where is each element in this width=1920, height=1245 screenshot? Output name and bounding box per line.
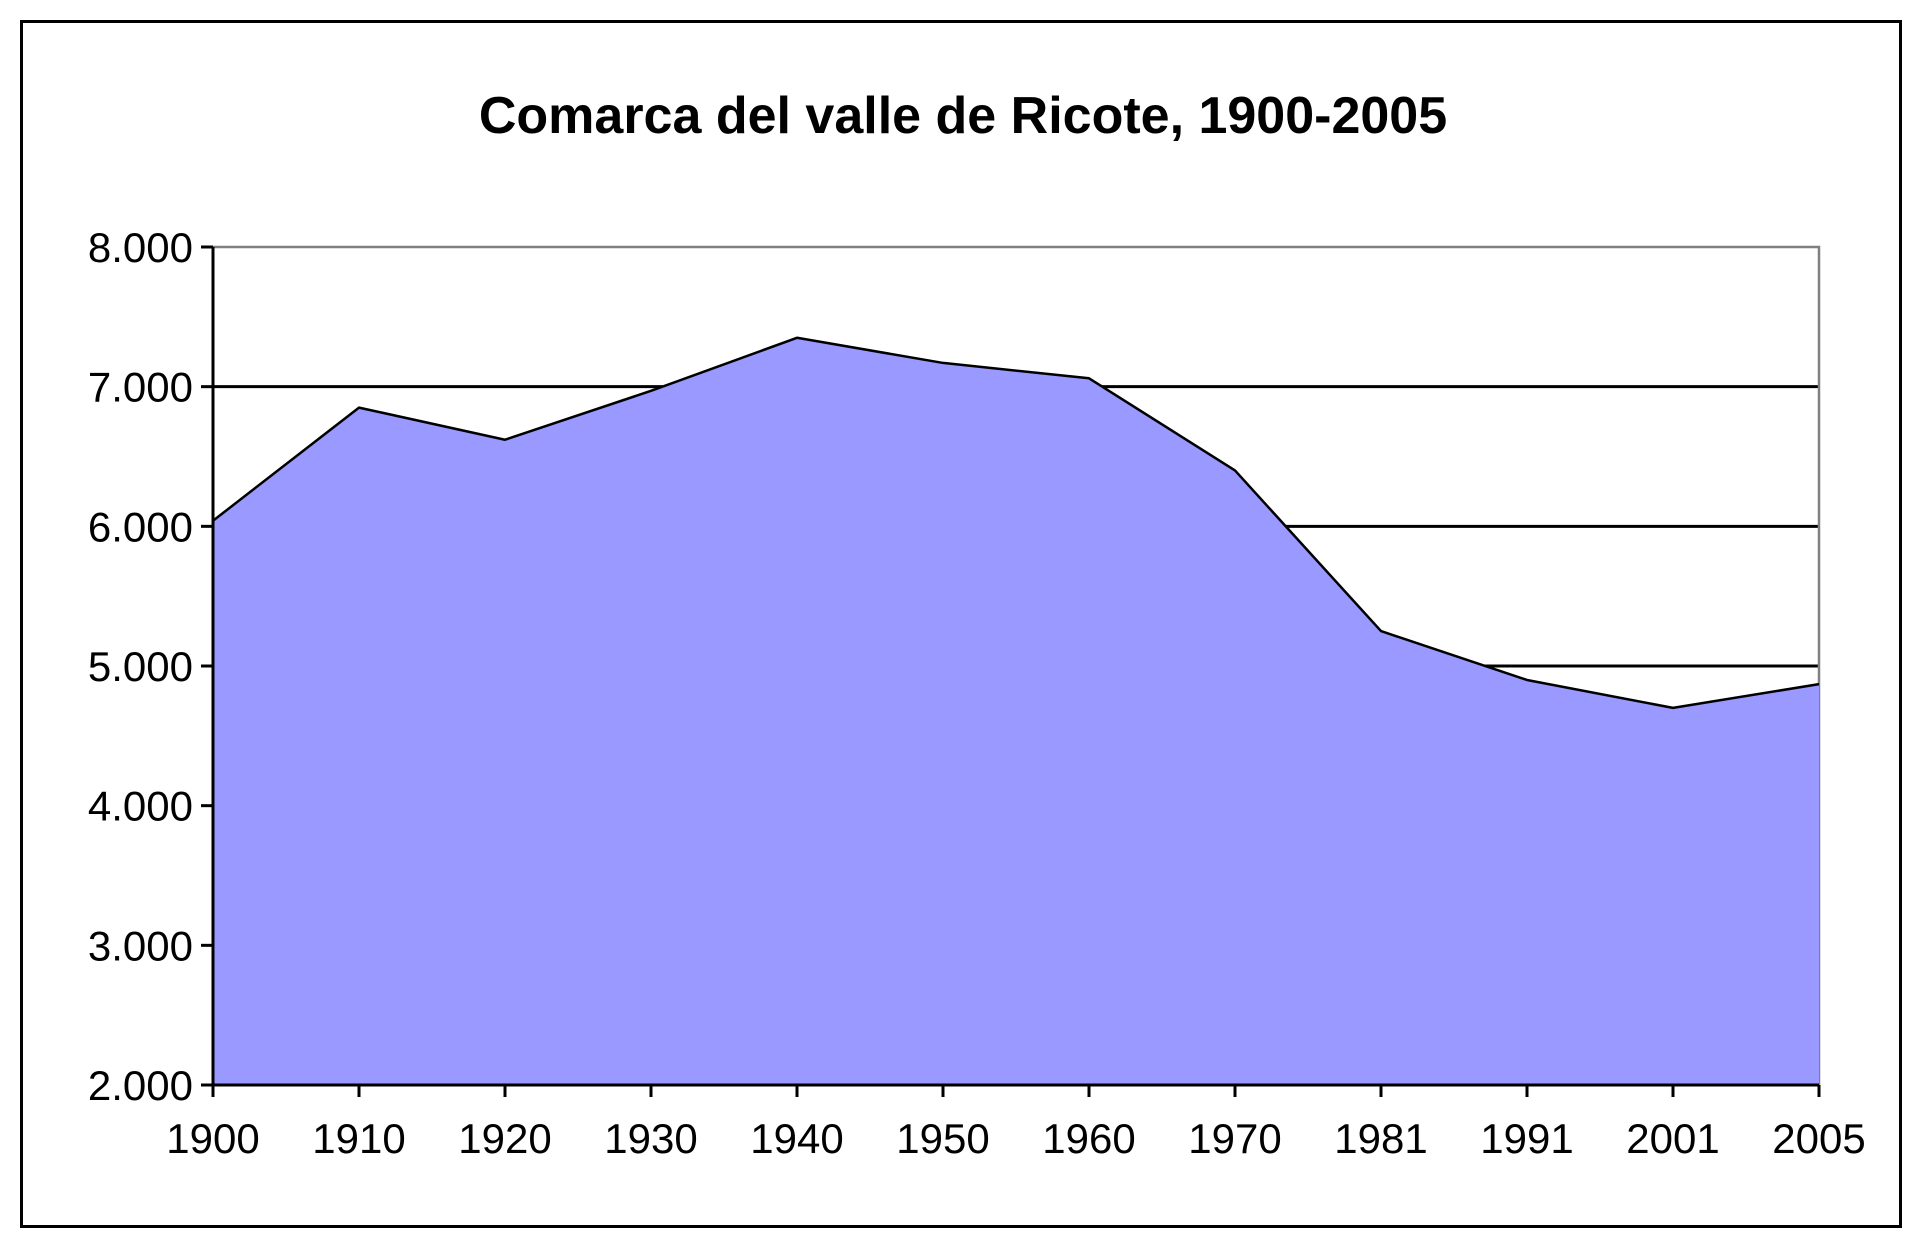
x-tick-label: 1970: [1188, 1115, 1281, 1162]
x-tick-label: 1910: [312, 1115, 405, 1162]
x-tick-label: 1991: [1480, 1115, 1573, 1162]
y-axis-ticks: 2.000 3.000 4.000 5.000 6.000 7.000 8.000: [88, 224, 213, 1109]
chart-svg: Comarca del valle de Ricote, 1900-2005 2…: [88, 87, 1866, 1162]
chart-frame: Comarca del valle de Ricote, 1900-2005 2…: [20, 20, 1902, 1228]
y-tick-label: 2.000: [88, 1062, 193, 1109]
x-tick-label: 1930: [604, 1115, 697, 1162]
y-tick-label: 8.000: [88, 224, 193, 271]
x-axis-ticks: 1900 1910 1920 1930 1940 1950 1960 1970 1981 1991…: [166, 1085, 1866, 1162]
y-tick-label: 6.000: [88, 503, 193, 550]
chart-title: Comarca del valle de Ricote, 1900-2005: [479, 87, 1447, 145]
x-tick-label: 1960: [1042, 1115, 1135, 1162]
x-tick-label: 1950: [896, 1115, 989, 1162]
y-tick-label: 5.000: [88, 643, 193, 690]
area-outline: [212, 336, 1820, 710]
y-tick-label: 3.000: [88, 922, 193, 969]
y-tick-label: 7.000: [88, 364, 193, 411]
x-tick-label: 1900: [166, 1115, 259, 1162]
area-fill: [213, 337, 1819, 1085]
x-tick-label: 2001: [1626, 1115, 1719, 1162]
area-series: [212, 336, 1820, 1085]
x-tick-label: 1940: [750, 1115, 843, 1162]
x-tick-label: 1920: [458, 1115, 551, 1162]
x-tick-label: 2005: [1772, 1115, 1865, 1162]
x-tick-label: 1981: [1334, 1115, 1427, 1162]
y-tick-label: 4.000: [88, 783, 193, 830]
